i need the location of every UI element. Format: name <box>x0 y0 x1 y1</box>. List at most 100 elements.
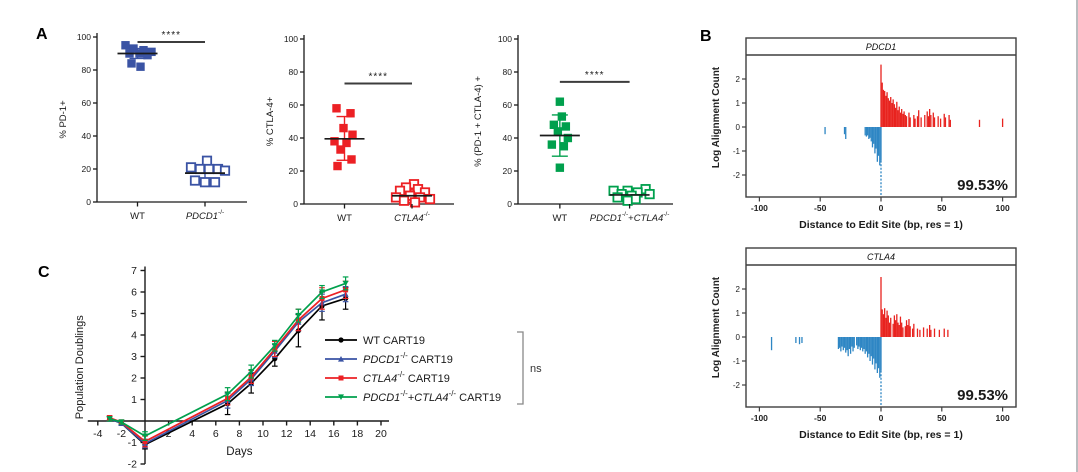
pos-bar <box>933 117 936 127</box>
neg-bar <box>856 337 858 346</box>
marker <box>295 313 302 319</box>
neg-bar <box>801 337 803 343</box>
data-point <box>557 112 567 121</box>
data-point <box>203 163 215 175</box>
pos-bar <box>916 328 919 337</box>
pos-bar <box>908 319 910 337</box>
pos-bar <box>881 309 883 337</box>
data-point <box>209 177 221 188</box>
data-point <box>547 140 557 149</box>
neg-bar <box>863 337 865 349</box>
pos-bar <box>890 317 892 337</box>
pos-bar <box>914 118 916 127</box>
data-point <box>409 197 421 208</box>
data-point <box>555 163 565 172</box>
pos-bar <box>926 328 928 337</box>
x-axis-label: Distance to Edit Site (bp, res = 1) <box>799 219 963 231</box>
pos-bar <box>894 107 897 127</box>
pos-bar <box>888 322 891 337</box>
pos-bar <box>890 97 892 127</box>
y-tick-label: 60 <box>82 98 92 108</box>
neg-bar <box>864 127 866 136</box>
y-tick-label: 80 <box>503 67 513 77</box>
x-category-label: WT <box>337 213 352 224</box>
pos-bar <box>949 119 951 127</box>
pos-bar <box>907 325 909 337</box>
x-tick-label: -50 <box>814 413 827 423</box>
ctla4-scatter-plot: 0 20 40 60 80 100 % CTLA-4+ WT CTLA4-/- **** <box>265 34 454 224</box>
scatter-group-0 <box>539 97 580 172</box>
neg-bar <box>873 127 875 144</box>
data-point <box>347 155 356 164</box>
legend-label: PDCD1-/-+CTLA4-/- CART19 <box>363 389 501 404</box>
pos-bar <box>897 110 899 127</box>
neg-bar <box>866 127 869 136</box>
y-tick-label: 0 <box>86 197 91 207</box>
series-2 <box>106 280 349 448</box>
y-tick-label: 0 <box>736 123 741 132</box>
neg-bar <box>841 337 843 347</box>
pos-bar <box>937 116 939 127</box>
pos-bar <box>892 323 894 337</box>
x-tick-label: 2 <box>166 428 172 440</box>
data-point <box>199 177 211 188</box>
legend-label: PDCD1-/- CART19 <box>363 351 453 366</box>
x-tick-label: -4 <box>93 428 102 440</box>
neg-bar <box>871 127 874 148</box>
neg-bar <box>877 127 880 156</box>
pos-bar <box>1001 118 1004 127</box>
data-point <box>339 123 348 133</box>
neg-bar <box>870 337 872 357</box>
pos-bar <box>883 308 886 337</box>
pos-bar <box>920 117 922 127</box>
y-tick-label: -2 <box>733 381 741 390</box>
bars <box>824 64 1004 196</box>
neg-bar <box>866 337 869 358</box>
y-tick-label: 100 <box>77 32 91 42</box>
pos-bar <box>905 116 908 127</box>
y-tick-label: 4 <box>131 330 137 342</box>
x-category-label: PDCD1-/-+CTLA4-/- <box>590 211 670 224</box>
pos-bar <box>901 109 903 127</box>
y-tick-label: 80 <box>289 67 299 77</box>
marker <box>338 356 344 362</box>
x-tick-label: 50 <box>937 413 947 423</box>
pos-bar <box>886 310 888 337</box>
legend-item-3: PDCD1-/-+CTLA4-/- CART19 <box>325 389 501 404</box>
neg-bar <box>879 127 881 166</box>
neg-bar <box>824 127 826 135</box>
neg-bar <box>842 337 844 351</box>
data-point <box>553 127 563 136</box>
pos-bar <box>943 113 945 127</box>
pos-bar <box>883 91 886 127</box>
ctla4-alignment-histogram: CTLA4 2 1 0 -1 -2 Log Alignment Count -100 -50 0 5… <box>711 247 1017 441</box>
neg-bar <box>845 337 847 353</box>
neg-bar <box>873 337 875 359</box>
facet-title: PDCD1 <box>866 42 897 52</box>
marker <box>338 337 344 343</box>
pos-bar <box>888 100 891 127</box>
marker <box>342 280 349 287</box>
pos-bar <box>882 314 885 337</box>
neg-bar <box>849 337 852 354</box>
marker <box>319 289 325 295</box>
pos-bar <box>904 115 906 127</box>
marker <box>271 343 278 349</box>
x-tick-label: 6 <box>213 428 219 440</box>
axes <box>514 35 673 205</box>
x-tick-label: -2 <box>117 428 126 440</box>
pos-bar <box>948 115 950 127</box>
neg-bar <box>846 337 848 351</box>
data-point <box>346 109 355 118</box>
y-tick-label: 40 <box>503 133 513 143</box>
pos-bar <box>927 116 930 127</box>
neg-bar <box>843 337 846 348</box>
series-3 <box>106 276 349 441</box>
pos-bar <box>899 316 902 337</box>
y-tick-label: 6 <box>131 287 137 299</box>
neg-bar <box>874 127 876 154</box>
data-point <box>336 145 345 154</box>
neg-bar <box>860 337 863 348</box>
data-point <box>129 44 138 53</box>
